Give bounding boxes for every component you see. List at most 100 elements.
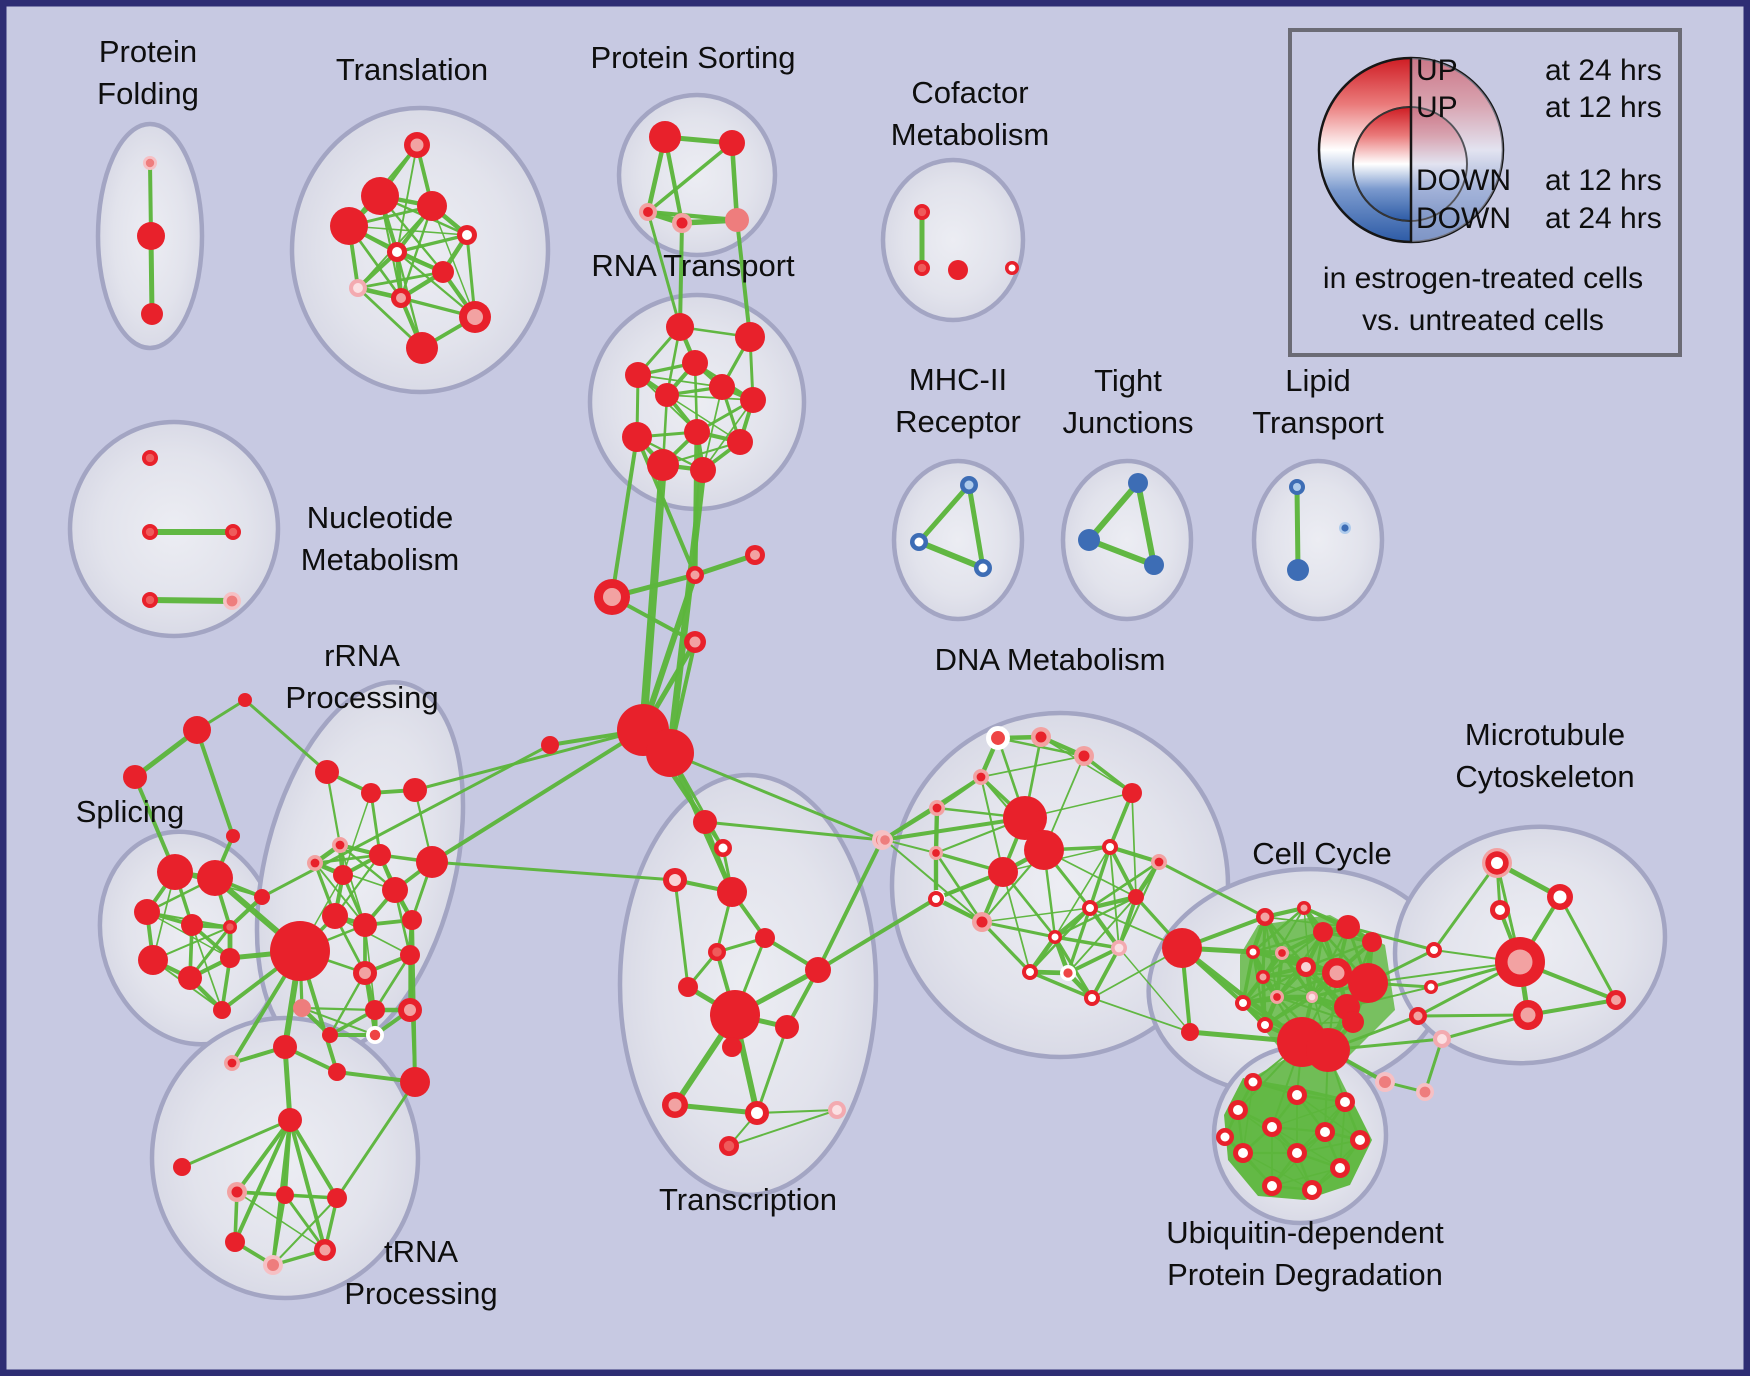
node-d5 — [929, 800, 945, 816]
cluster-ellipse-protein-sorting — [616, 92, 778, 258]
node-circle — [228, 527, 238, 537]
node-circle — [948, 260, 968, 280]
node-x7 — [678, 977, 698, 997]
node-circle — [643, 207, 653, 217]
node-f1 — [183, 716, 211, 744]
node-r2 — [735, 322, 765, 352]
node-cc7 — [1362, 932, 1382, 952]
node-rr7 — [369, 844, 391, 866]
node-d10 — [988, 857, 1018, 887]
edge — [966, 482, 986, 571]
node-circle — [725, 208, 749, 232]
legend-time-0: at 24 hrs — [1545, 54, 1662, 87]
node-circle — [655, 383, 679, 407]
cluster-label-lipid-transport: Transport — [1252, 405, 1384, 440]
node-mt5 — [1606, 990, 1626, 1010]
node-circle — [328, 1063, 346, 1081]
node-circle — [1308, 993, 1316, 1001]
cluster-label-protein-sorting: Protein Sorting — [590, 40, 795, 75]
edge — [756, 1109, 838, 1114]
node-circle — [1026, 968, 1034, 976]
node-circle — [410, 138, 424, 152]
edge — [692, 429, 700, 578]
node-h7 — [541, 736, 559, 754]
node-m3 — [974, 559, 992, 577]
node-t7 — [432, 261, 454, 283]
node-circle — [735, 322, 765, 352]
node-r11 — [647, 449, 679, 481]
cluster-label-trna-processing: tRNA — [384, 1234, 458, 1269]
node-circle — [467, 309, 483, 325]
node-t3 — [417, 191, 447, 221]
node-circle — [678, 977, 698, 997]
node-circle — [319, 1244, 331, 1256]
node-cc17 — [1342, 1011, 1364, 1033]
node-circle — [322, 1027, 338, 1043]
edge — [1109, 846, 1120, 949]
node-circle — [1507, 949, 1533, 975]
node-circle — [432, 261, 454, 283]
edge — [147, 597, 235, 604]
cluster-ellipse-mhc-ii-receptor — [891, 458, 1025, 622]
node-rr15 — [400, 945, 420, 965]
node-s2 — [719, 130, 745, 156]
node-circle — [225, 1232, 245, 1252]
node-circle — [1341, 524, 1349, 532]
node-tr11 — [263, 1255, 283, 1275]
node-s3 — [639, 203, 657, 221]
node-circle — [359, 967, 371, 979]
node-circle — [1611, 995, 1621, 1005]
node-d16 — [972, 912, 992, 932]
node-u5 — [1262, 1117, 1282, 1137]
node-sp2 — [197, 860, 233, 896]
edge — [1131, 792, 1137, 898]
node-t5 — [457, 225, 477, 245]
node-circle — [690, 570, 700, 580]
node-d7 — [929, 846, 943, 860]
node-circle — [1086, 904, 1094, 912]
node-circle — [322, 903, 348, 929]
node-circle — [1362, 932, 1382, 952]
node-circle — [392, 247, 402, 257]
edge — [1423, 1037, 1444, 1094]
node-circle — [416, 846, 448, 878]
node-circle — [145, 527, 155, 537]
node-u7 — [1350, 1130, 1370, 1150]
node-t6 — [387, 242, 407, 262]
cluster-label-translation: Translation — [336, 52, 488, 87]
node-mc4 — [1433, 1030, 1451, 1048]
node-tr9 — [327, 1188, 347, 1208]
edge — [666, 394, 754, 401]
node-mc1 — [1426, 942, 1442, 958]
node-circle — [123, 765, 147, 789]
legend-direction-1: UP — [1416, 91, 1458, 124]
node-nu4 — [142, 592, 158, 608]
edge — [1088, 860, 1161, 910]
node-circle — [1063, 968, 1073, 978]
edge — [673, 878, 690, 989]
edge — [1108, 845, 1138, 899]
node-circle — [988, 857, 1018, 887]
node-d18 — [1082, 900, 1098, 916]
node-d4 — [973, 769, 989, 785]
node-circle — [157, 854, 193, 890]
edge — [1296, 1094, 1361, 1141]
node-circle — [138, 945, 168, 975]
edge — [1294, 484, 1301, 573]
edge — [195, 728, 235, 838]
cluster-label-protein-folding: Protein — [99, 34, 197, 69]
node-circle — [917, 263, 927, 273]
node-s4 — [672, 213, 692, 233]
edge — [1416, 1013, 1530, 1018]
node-circle — [400, 1067, 430, 1097]
node-nu2 — [142, 524, 158, 540]
node-circle — [273, 1035, 297, 1059]
legend-time-3: at 24 hrs — [1545, 202, 1662, 235]
node-circle — [403, 778, 427, 802]
legend: UP at 24 hrs UP at 12 hrs DOWN at 12 hrs DOWN a… — [1288, 28, 1682, 357]
edge — [884, 839, 983, 923]
node-sp1 — [157, 854, 193, 890]
node-circle — [254, 889, 270, 905]
node-co4 — [1005, 261, 1019, 275]
node-cc11 — [1256, 970, 1270, 984]
